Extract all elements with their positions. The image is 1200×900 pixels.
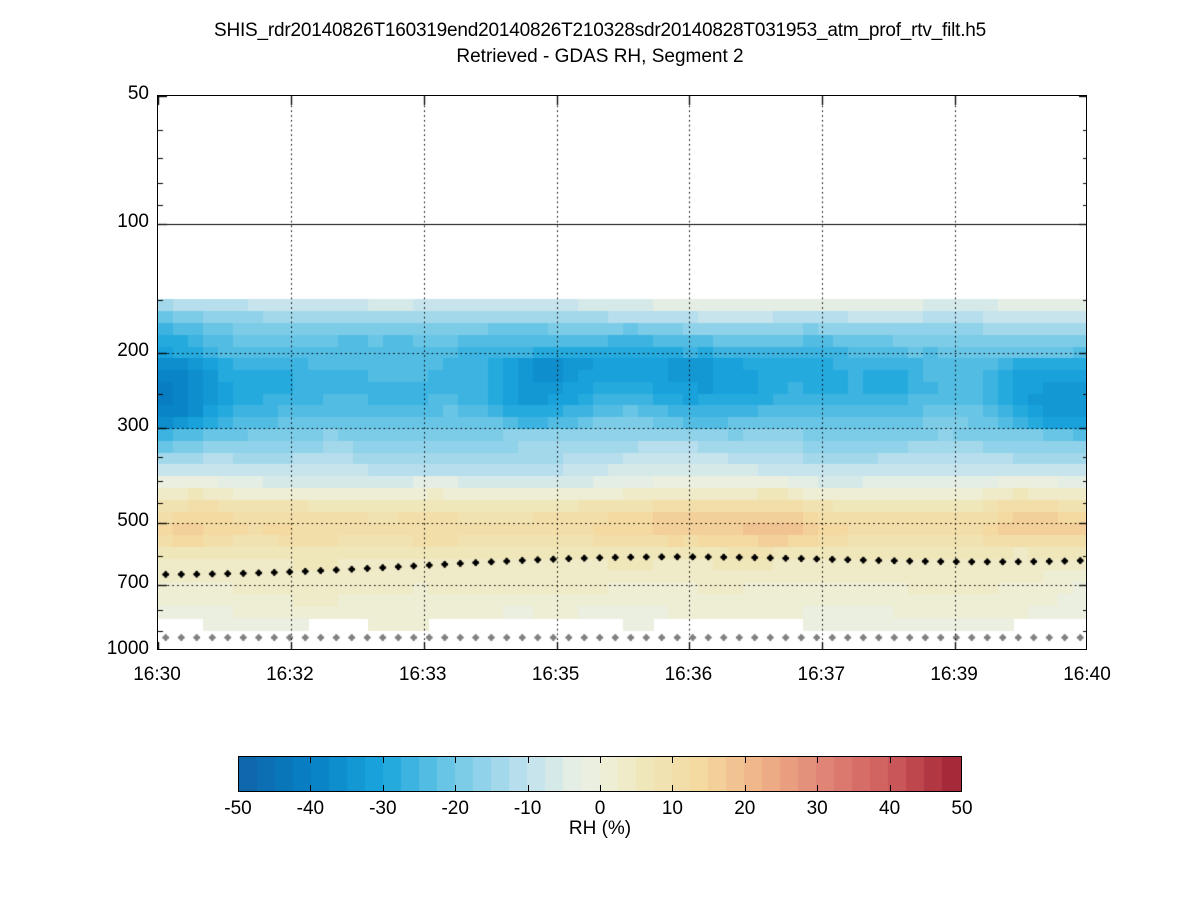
x-tick-label: 16:30 (133, 664, 181, 685)
colorbar-tick-mark (672, 785, 673, 792)
x-tick-label: 16:37 (797, 664, 846, 685)
x-tick-label: 16:35 (531, 664, 580, 685)
figure-title: SHIS_rdr20140826T160319end20140826T21032… (0, 18, 1200, 70)
colorbar-tick-label: -10 (513, 798, 542, 819)
y-tick-label: 50 (127, 83, 149, 104)
colorbar-tick-label: 50 (951, 798, 973, 819)
x-tick-label: 16:32 (266, 664, 314, 685)
y-tick-label: 200 (117, 339, 149, 361)
colorbar-tick-label: 40 (879, 798, 901, 819)
x-tick-label: 16:36 (664, 664, 713, 685)
colorbar-tick-mark (600, 756, 601, 763)
plot-area (157, 95, 1087, 650)
y-tick-label: 1000 (106, 638, 149, 659)
colorbar-tick-mark (890, 785, 891, 792)
title-line-2: Retrieved - GDAS RH, Segment 2 (456, 46, 744, 67)
colorbar-tick-mark (817, 756, 818, 763)
colorbar-tick-mark (455, 756, 456, 763)
colorbar-tick-mark (383, 756, 384, 763)
y-tick-label: 100 (117, 211, 149, 233)
colorbar-label: RH (%) (568, 818, 632, 839)
x-tick-label: 16:33 (398, 664, 447, 685)
y-tick-label: 500 (117, 509, 149, 531)
grid-overlay (158, 96, 1086, 649)
colorbar-tick-label: 30 (806, 798, 828, 819)
colorbar-tick-mark (672, 756, 673, 763)
colorbar-tick-mark (745, 756, 746, 763)
x-tick-label: 16:40 (1063, 664, 1111, 685)
colorbar-tick-mark (600, 785, 601, 792)
heatmap-canvas-wrap (158, 96, 1086, 649)
colorbar-tick-mark (817, 785, 818, 792)
colorbar-tick-mark (455, 785, 456, 792)
y-axis-label: P (hPa) (0, 200, 1, 400)
colorbar-tick-mark (310, 756, 311, 763)
title-line-1: SHIS_rdr20140826T160319end20140826T21032… (213, 20, 987, 41)
colorbar-tick-mark (528, 756, 529, 763)
y-tick-label: 700 (117, 571, 149, 593)
colorbar-tick-mark (528, 785, 529, 792)
colorbar-tick-label: -30 (369, 798, 397, 819)
colorbar-tick-mark (890, 756, 891, 763)
colorbar-tick-label: 10 (661, 798, 683, 819)
y-tick-label: 300 (117, 414, 149, 436)
x-tick-label: 16:39 (930, 664, 978, 685)
colorbar-tick-label: 0 (594, 798, 606, 819)
colorbar-tick-label: -50 (224, 798, 252, 819)
colorbar-tick-mark (745, 785, 746, 792)
colorbar-tick-label: -40 (296, 798, 325, 819)
colorbar-tick-mark (310, 785, 311, 792)
colorbar-tick-label: 20 (734, 798, 756, 819)
colorbar-tick-mark (383, 785, 384, 792)
colorbar-tick-label: -20 (441, 798, 469, 819)
